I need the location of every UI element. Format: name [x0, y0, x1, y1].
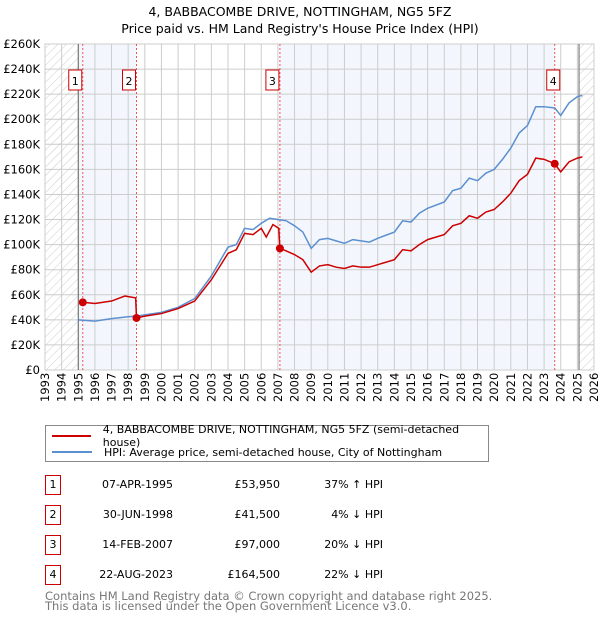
sale-point: [78, 298, 87, 307]
legend-label-hpi: HPI: Average price, semi-detached house,…: [104, 445, 443, 459]
x-tick-label: 2017: [437, 373, 451, 402]
sale-price: £164,500: [227, 568, 281, 581]
x-tick-label: 2018: [454, 373, 468, 402]
x-tick-label: 2008: [288, 373, 302, 402]
sale-marker-number: 4: [550, 75, 557, 88]
sale-marker-number: 2: [126, 75, 133, 88]
x-tick-label: 2024: [554, 373, 568, 402]
sale-row: 4 22-AUG-2023 £164,500 22% ↓ HPI: [45, 565, 445, 585]
sale-point: [550, 159, 559, 168]
x-tick-label: 2015: [404, 373, 418, 402]
x-tick-label: 2016: [421, 373, 435, 402]
shaded-region: [279, 44, 555, 370]
footer-copyright: Contains HM Land Registry data © Crown c…: [45, 589, 493, 603]
property-price-line: [82, 156, 583, 319]
x-tick-label: 1998: [121, 373, 135, 402]
legend-swatch-hpi: [52, 451, 92, 453]
x-tick-label: 1996: [88, 373, 102, 402]
y-tick-label: £80K: [11, 263, 41, 277]
x-tick-label: 2026: [587, 373, 600, 402]
x-tick-label: 2011: [337, 373, 351, 402]
sale-date: 30-JUN-1998: [102, 508, 173, 521]
sale-marker-box: [546, 69, 561, 91]
x-tick-label: 2019: [471, 373, 485, 402]
x-tick-label: 2001: [171, 373, 185, 402]
y-tick-label: £200K: [3, 112, 40, 126]
x-tick-label: 2007: [271, 373, 285, 402]
x-tick-label: 2021: [504, 373, 518, 402]
x-tick-label: 2002: [188, 373, 202, 402]
x-tick-label: 2020: [487, 373, 501, 402]
x-tick-label: 2000: [154, 373, 168, 402]
sale-price: £53,950: [234, 478, 281, 491]
chart-title: 4, BABBACOMBE DRIVE, NOTTINGHAM, NG5 5FZ: [148, 4, 452, 19]
hatched-region: [579, 44, 594, 370]
legend-label-property: 4, BABBACOMBE DRIVE, NOTTINGHAM, NG5 5FZ…: [102, 423, 460, 449]
sale-number: 1: [45, 475, 61, 495]
footer-licence: This data is licensed under the Open Gov…: [45, 599, 412, 613]
sale-hpi-diff: 4% ↓ HPI: [331, 508, 383, 521]
sale-marker-number: 3: [269, 75, 276, 88]
sale-number: 2: [45, 505, 61, 525]
sale-row: 3 14-FEB-2007 £97,000 20% ↓ HPI: [45, 535, 445, 555]
y-tick-label: £240K: [3, 62, 40, 76]
sale-price: £41,500: [234, 508, 281, 521]
y-tick-label: £120K: [3, 213, 40, 227]
y-tick-label: £160K: [3, 162, 40, 176]
chart-subtitle: Price paid vs. HM Land Registry's House …: [121, 21, 479, 36]
x-tick-label: 1999: [138, 373, 152, 402]
sale-marker-box: [68, 69, 83, 91]
y-tick-label: £180K: [3, 137, 40, 151]
legend-swatch-property: [52, 435, 91, 437]
x-tick-label: 2025: [570, 373, 584, 402]
shaded-region: [78, 44, 137, 370]
y-tick-label: £20K: [11, 338, 41, 352]
sale-marker-box: [122, 69, 136, 91]
x-tick-label: 2012: [354, 373, 368, 402]
sale-row: 2 30-JUN-1998 £41,500 4% ↓ HPI: [45, 505, 445, 525]
plot-border: [44, 43, 595, 371]
sale-point: [132, 313, 141, 322]
legend: 4, BABBACOMBE DRIVE, NOTTINGHAM, NG5 5FZ…: [45, 423, 489, 462]
x-tick-label: 2005: [238, 373, 252, 402]
x-tick-label: 1994: [55, 373, 69, 402]
sale-date: 14-FEB-2007: [102, 538, 173, 551]
x-tick-label: 2022: [520, 373, 534, 402]
y-tick-label: £220K: [3, 87, 40, 101]
price-chart: 1993 1994 1995 1996 1997 1998 1999 2000 2001 2002…: [3, 37, 600, 402]
x-tick-label: 2006: [254, 373, 268, 402]
y-tick-label: £100K: [3, 238, 40, 252]
y-tick-label: £60K: [11, 288, 41, 302]
x-tick-label: 2014: [387, 373, 401, 402]
x-tick-label: 1995: [71, 373, 85, 402]
sale-hpi-diff: 22% ↓ HPI: [324, 568, 383, 581]
sale-date: 22-AUG-2023: [99, 568, 173, 581]
sale-marker-number: 1: [72, 75, 79, 88]
x-tick-label: 2023: [537, 373, 551, 402]
y-tick-label: £260K: [3, 37, 40, 51]
x-tick-label: 1997: [105, 373, 119, 402]
x-tick-label: 2009: [304, 373, 318, 402]
sale-hpi-diff: 37% ↑ HPI: [324, 478, 383, 491]
sale-row: 1 07-APR-1995 £53,950 37% ↑ HPI: [45, 475, 445, 495]
sale-marker-box: [265, 69, 280, 91]
sale-date: 07-APR-1995: [101, 478, 173, 491]
x-tick-label: 2010: [321, 373, 335, 402]
sale-number: 3: [45, 535, 61, 555]
x-tick-label: 1993: [38, 373, 52, 402]
sale-number: 4: [45, 565, 61, 585]
sale-hpi-diff: 20% ↓ HPI: [324, 538, 383, 551]
x-tick-label: 2013: [371, 373, 385, 402]
x-tick-label: 2003: [204, 373, 218, 402]
y-tick-label: £40K: [11, 313, 41, 327]
sale-point: [275, 244, 284, 253]
hpi-line: [78, 94, 583, 322]
y-tick-label: £0: [25, 363, 40, 377]
y-tick-label: £140K: [3, 187, 40, 201]
x-tick-label: 2004: [221, 373, 235, 402]
sale-price: £97,000: [234, 538, 281, 551]
